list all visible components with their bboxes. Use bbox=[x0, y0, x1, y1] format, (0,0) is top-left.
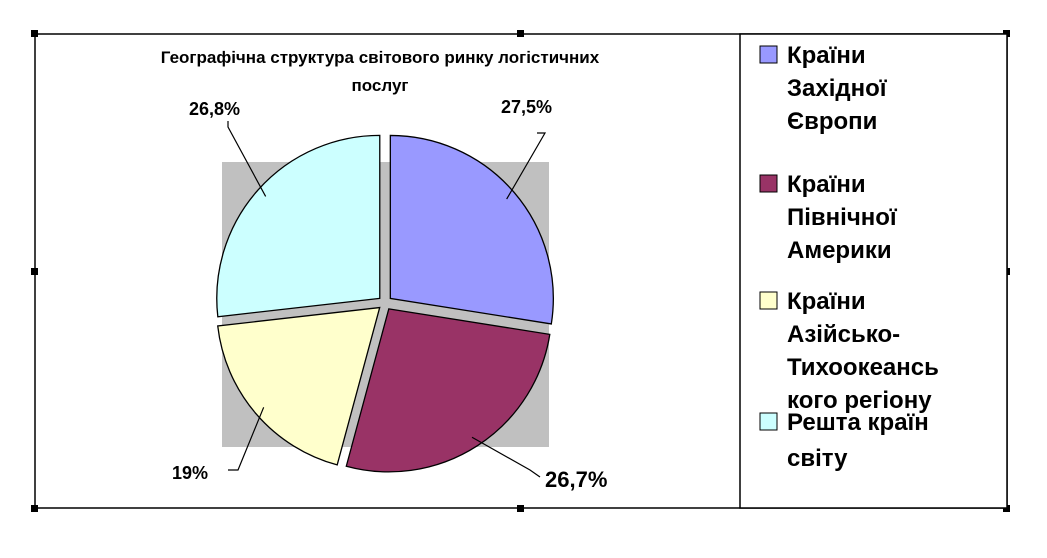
legend-swatch-rest-of-world bbox=[759, 412, 778, 431]
legend-label-western-europe-2: Західної bbox=[787, 75, 888, 102]
legend-label-rest-of-world-1: Решта країн bbox=[787, 409, 929, 436]
pie-slice-western-europe bbox=[389, 134, 554, 325]
legend-label-asia-pacific-1: Країни bbox=[787, 288, 866, 315]
legend-label-asia-pacific-4: кого регіону bbox=[787, 387, 932, 414]
pie-slice-north-america bbox=[345, 308, 551, 473]
pie-slice-rest-of-world bbox=[216, 134, 381, 318]
leader-line-asia-pacific bbox=[228, 407, 265, 471]
legend-swatch-asia-pacific bbox=[759, 291, 778, 310]
data-label-north-america: 26,7% bbox=[545, 467, 607, 492]
data-label-rest-of-world: 26,8% bbox=[189, 99, 240, 119]
legend-label-western-europe-1: Країни bbox=[787, 42, 866, 69]
pie-slice-asia-pacific bbox=[217, 306, 381, 466]
legend-label-western-europe-3: Європи bbox=[787, 108, 877, 135]
legend-label-north-america-1: Країни bbox=[787, 171, 866, 198]
legend-label-north-america-3: Америки bbox=[787, 237, 892, 264]
selection-handle bbox=[517, 30, 524, 37]
selection-handle bbox=[31, 268, 38, 275]
selection-handle bbox=[517, 505, 524, 512]
chart-title-line-2: послуг bbox=[352, 76, 409, 95]
data-label-asia-pacific: 19% bbox=[172, 463, 208, 483]
legend-swatch-western-europe bbox=[759, 45, 778, 64]
leader-line-rest-of-world bbox=[227, 121, 267, 197]
selection-handle bbox=[31, 30, 38, 37]
data-label-western-europe: 27,5% bbox=[501, 97, 552, 117]
pie-slices bbox=[216, 134, 554, 473]
legend-label-asia-pacific-2: Азійсько- bbox=[787, 321, 900, 348]
legend-swatch-north-america bbox=[759, 174, 778, 193]
legend-box bbox=[739, 33, 1008, 509]
legend-label-asia-pacific-3: Тихоокеансь bbox=[787, 354, 939, 381]
chart-title-line-1: Географічна структура світового ринку ло… bbox=[161, 48, 600, 67]
leader-line-north-america bbox=[471, 436, 541, 478]
selection-handle bbox=[31, 505, 38, 512]
legend-label-rest-of-world-2: світу bbox=[787, 445, 848, 472]
leader-line-western-europe bbox=[506, 132, 547, 200]
legend-label-north-america-2: Північної bbox=[787, 204, 898, 231]
leader-lines bbox=[227, 121, 547, 478]
